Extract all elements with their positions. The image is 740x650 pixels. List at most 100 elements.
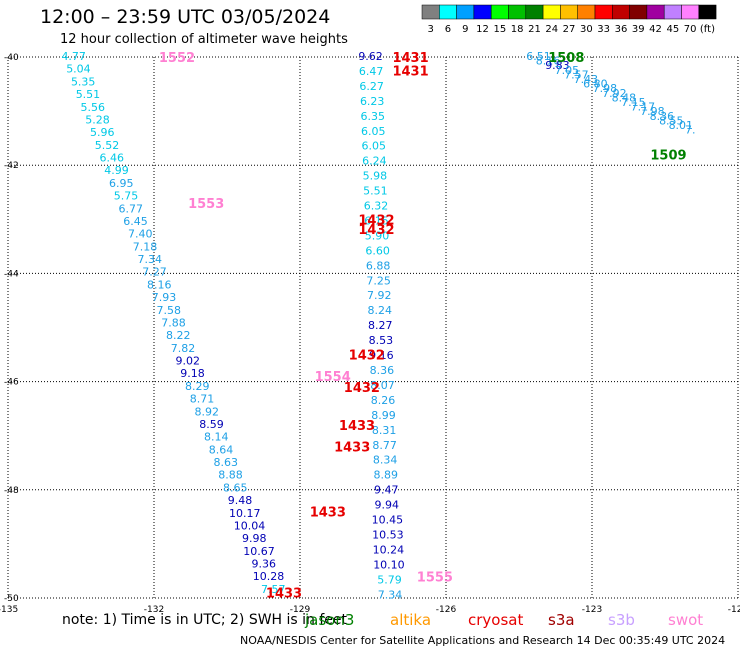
wave-height-value: 7.05 [555, 64, 580, 77]
wave-height-value: 8.27 [368, 319, 393, 332]
wave-height-value: 10.53 [372, 528, 404, 541]
wave-height-value: 7.27 [142, 266, 167, 279]
wave-height-value: 7.57 [564, 68, 589, 81]
lon-tick-label: -126 [436, 605, 457, 615]
legend-bin-label: 39 [632, 24, 645, 35]
legend-swatch [508, 4, 527, 20]
wave-height-value: 8.65 [223, 481, 248, 494]
wave-height-value: 10.67 [243, 545, 275, 558]
wave-height-value: 8.71 [190, 393, 215, 406]
wave-height-value: 10.04 [234, 519, 266, 532]
pass-time-label: 1431 [392, 51, 428, 66]
lat-tick-label: -40 [4, 53, 19, 63]
pass-time-label: 1432 [349, 349, 385, 364]
wave-height-value: 8.34 [373, 454, 398, 467]
wave-height-value: 5.90 [365, 229, 390, 242]
pass-time-label: 1433 [334, 441, 370, 456]
pass-time-label: 1554 [315, 370, 351, 385]
satellite-name: jason3 [305, 611, 355, 629]
legend-bin-label: 9 [462, 24, 468, 35]
pass-time-label: 1432 [358, 223, 394, 238]
lon-tick-label: -132 [144, 605, 164, 615]
wave-height-value: 9.83 [545, 59, 570, 72]
wave-height-value: 5.75 [114, 190, 139, 203]
wave-height-value: 10.28 [253, 570, 285, 583]
wave-height-value: 7.17 [631, 101, 656, 114]
wave-height-value: 9.98 [242, 532, 267, 545]
wave-height-value: 7.93 [152, 291, 177, 304]
color-legend: 3 6 9 12 15 18 21 24 27 30 33 36 39 42 45 70 (ft) [421, 4, 717, 35]
wave-height-value: 8.55 [659, 114, 684, 127]
wave-height-value: 7.34 [137, 253, 162, 266]
wave-height-value: 10.24 [373, 543, 405, 556]
wave-height-value: 6.15 [364, 214, 389, 227]
wave-height-value: 8.31 [372, 424, 397, 437]
legend-swatch [421, 4, 440, 20]
wave-height-value: 8.77 [372, 439, 397, 452]
wave-height-value: 8.88 [218, 469, 243, 482]
legend-bin-label: 45 [666, 24, 679, 35]
legend-bin-label: 70 [684, 24, 697, 35]
wave-height-value: 6.05 [361, 125, 386, 138]
pass-time-label: 1509 [650, 148, 686, 163]
wave-height-value: 8.29 [185, 380, 210, 393]
legend-bin-label: 33 [597, 24, 610, 35]
wave-height-value: 8.24 [368, 304, 393, 317]
wave-height-value: 9.47 [374, 484, 399, 497]
legend-swatch [525, 4, 544, 20]
legend-swatch [612, 4, 630, 20]
wave-height-value: 6.35 [360, 110, 385, 123]
wave-height-value: 6.24 [362, 155, 387, 168]
legend-bin-label: 42 [649, 24, 662, 35]
pass-time-label: 1433 [339, 419, 375, 434]
lat-tick-label: -44 [4, 269, 19, 279]
legend-swatch [629, 4, 648, 20]
wave-height-value: 5.79 [377, 573, 402, 586]
wave-height-value: 9.62 [358, 50, 383, 63]
wave-height-value: 6.77 [118, 202, 143, 215]
wave-height-value: 5.96 [90, 126, 115, 139]
lon-tick-label: -120 [728, 605, 740, 615]
wave-height-value: 8.63 [213, 456, 238, 469]
wave-height-value: 4.77 [61, 50, 86, 63]
legend-bin-label: 6 [445, 24, 451, 35]
wave-height-value: 9.94 [375, 499, 400, 512]
wave-height-value: 6.60 [365, 244, 390, 257]
wave-height-value: 7. [685, 124, 696, 137]
map-grid [7, 56, 739, 599]
wave-height-value: 9.48 [228, 494, 253, 507]
wave-height-value: 5.28 [85, 113, 110, 126]
wave-height-value: 7.15 [621, 96, 646, 109]
wave-height-value: 6.46 [99, 152, 124, 165]
wave-height-value: 7.88 [161, 316, 186, 329]
wave-height-value: 8.26 [371, 394, 396, 407]
legend-swatch [560, 4, 578, 20]
legend-bin-label: 3 [427, 24, 433, 35]
wave-height-value: 6.80 [583, 78, 608, 91]
legend-swatch [646, 4, 665, 20]
wave-height-value: 8.53 [369, 334, 394, 347]
wave-height-value: 7.82 [171, 342, 196, 355]
legend-bin-label: 30 [580, 24, 593, 35]
footer-credit: NOAA/NESDIS Center for Satellite Applica… [240, 634, 726, 647]
pass-time-label: 1553 [188, 197, 224, 212]
wave-height-value: 6.88 [366, 259, 391, 272]
wave-height-value: 8.48 [612, 91, 637, 104]
legend-bin-label: 18 [511, 24, 524, 35]
legend-unit: (ft) [700, 24, 715, 35]
legend-bin-label: 12 [476, 24, 489, 35]
wave-height-value: 10.45 [372, 514, 404, 527]
wave-height-value: 7.18 [133, 240, 158, 253]
wave-height-value: 6.45 [123, 215, 148, 228]
legend-swatch [681, 4, 700, 20]
wave-height-value: 6.95 [109, 177, 134, 190]
wave-height-value: 8.64 [209, 443, 234, 456]
legend-bin-label: 36 [615, 24, 628, 35]
legend-swatch [542, 4, 561, 20]
satellite-name: cryosat [468, 611, 524, 629]
legend-swatch [439, 4, 457, 20]
wave-height-value: 8.36 [370, 364, 395, 377]
footer-note: note: 1) Time is in UTC; 2) SWH is in fe… [62, 612, 348, 628]
wave-height-value: 6.47 [359, 65, 384, 78]
pass-time-label: 1508 [548, 51, 584, 66]
